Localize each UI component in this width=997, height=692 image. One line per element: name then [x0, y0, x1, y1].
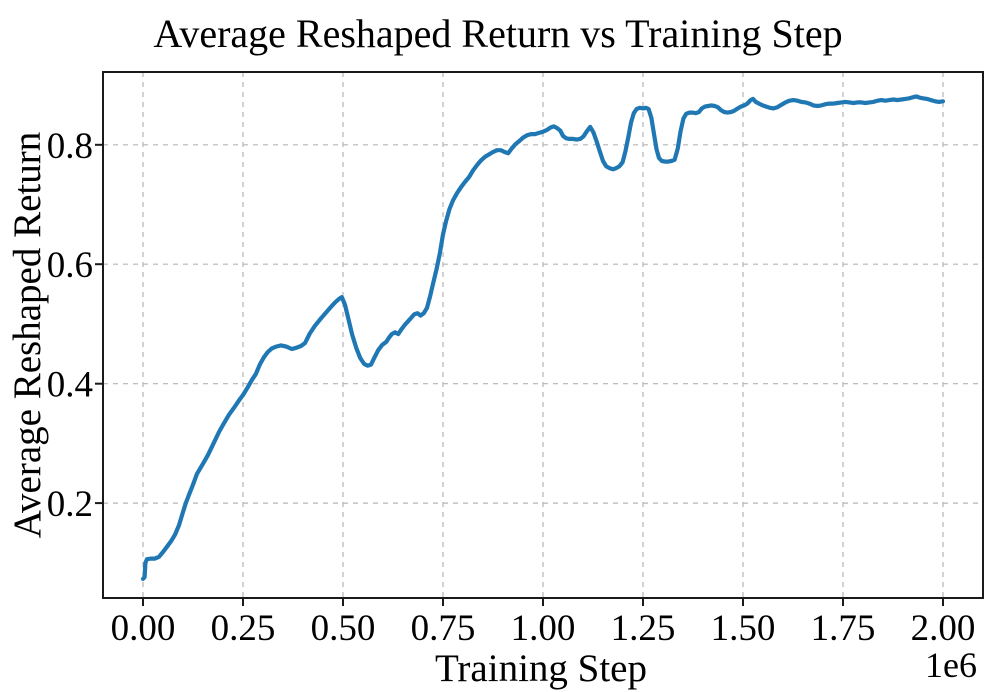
- x-axis-offset-label: 1e6: [925, 645, 977, 685]
- axis-ticks: [95, 143, 944, 606]
- x-tick-label: 1.75: [811, 608, 876, 649]
- series-line: [140, 94, 946, 581]
- x-tick-label: 0.50: [311, 608, 376, 649]
- plot-border: [102, 71, 984, 599]
- chart-title: Average Reshaped Return vs Training Step: [153, 11, 842, 56]
- tick-labels: 0.00 0.25 0.50 0.75 1.00 1.25 1.50 1.75 2.00 0.2 0…: [47, 126, 976, 649]
- y-axis-label: Average Reshaped Return: [6, 132, 49, 538]
- y-tick-label: 0.6: [47, 245, 93, 286]
- x-tick-label: 2.00: [911, 608, 976, 649]
- x-tick-label: 0.25: [211, 608, 276, 649]
- grid: [103, 72, 983, 598]
- y-tick-label: 0.2: [47, 484, 93, 525]
- y-tick-label: 0.8: [47, 126, 93, 167]
- y-tick-label: 0.4: [47, 365, 93, 406]
- x-tick-label: 1.00: [511, 608, 576, 649]
- x-tick-label: 0.00: [111, 608, 176, 649]
- x-tick-label: 1.50: [711, 608, 776, 649]
- x-tick-label: 0.75: [411, 608, 476, 649]
- x-tick-label: 1.25: [611, 608, 676, 649]
- x-axis-label: Training Step: [435, 647, 647, 690]
